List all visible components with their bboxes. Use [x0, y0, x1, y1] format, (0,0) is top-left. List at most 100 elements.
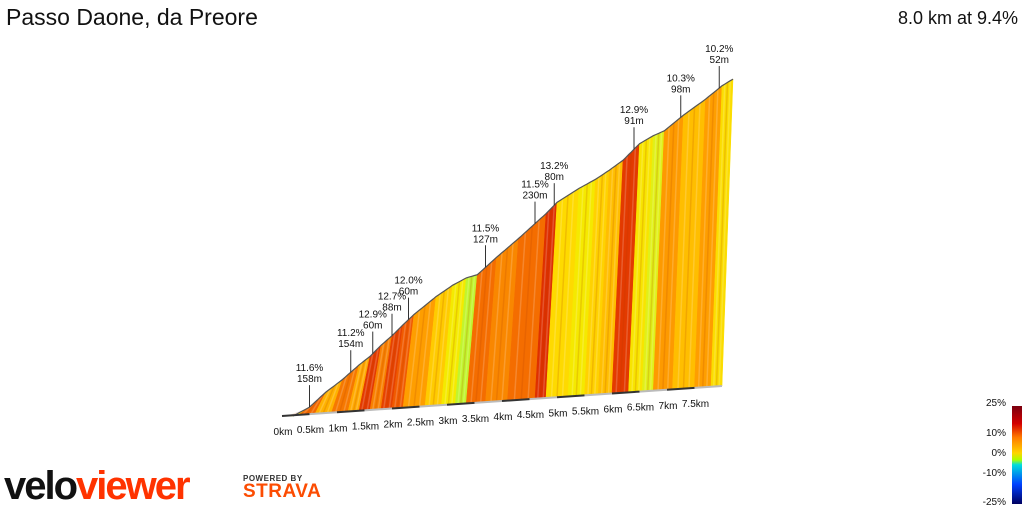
- profile-base: [281, 385, 723, 417]
- segment-stripe: [607, 162, 621, 394]
- distance-tick-label: 1km: [329, 423, 348, 434]
- segment-stripe: [571, 186, 584, 397]
- annotation-gradient: 11.5%: [521, 180, 549, 191]
- chart-title: Passo Daone, da Preore: [6, 4, 258, 30]
- gradient-segments: [281, 78, 734, 417]
- segment-stripe: [334, 375, 348, 413]
- powered-by-text: POWERED BY: [243, 474, 303, 483]
- segment-stripe: [649, 132, 663, 391]
- segment-stripe: [428, 293, 441, 407]
- segment-stripe: [501, 243, 514, 402]
- segment-stripe: [322, 385, 335, 414]
- distance-tick-label: 3.5km: [462, 414, 489, 425]
- distance-tick-label: 3km: [439, 416, 458, 427]
- segment-stripe: [352, 360, 366, 412]
- strava-text: STRAVA: [243, 481, 322, 502]
- annotation-length: 158m: [297, 374, 322, 385]
- annotation-length: 80m: [545, 172, 564, 183]
- segment-stripe: [718, 80, 731, 387]
- base-line-segment: [281, 413, 310, 417]
- segment-stripe: [634, 139, 648, 392]
- profile-outline: [292, 78, 734, 417]
- distance-tick-label: 6.5km: [627, 403, 654, 414]
- segment-stripe: [339, 372, 352, 413]
- base-line-segment: [364, 407, 393, 412]
- segment-stripe: [383, 332, 396, 410]
- legend-label: 0%: [991, 448, 1006, 459]
- segment-stripe: [361, 353, 374, 411]
- segment-stripe: [457, 277, 470, 405]
- annotation-length: 91m: [624, 116, 643, 127]
- annotation-gradient: 10.2%: [705, 44, 733, 55]
- segment-stripe: [444, 283, 457, 405]
- annotation-gradient: 11.6%: [296, 363, 324, 374]
- logo-text-velo: velo: [4, 464, 78, 508]
- base-line-segment: [556, 394, 585, 399]
- segment-stripe: [631, 141, 644, 393]
- segment-stripe: [413, 305, 426, 408]
- segment-stripe: [495, 247, 509, 402]
- segment-stripe: [619, 151, 632, 393]
- segment-stripe: [513, 232, 527, 401]
- segment-stripe: [590, 174, 604, 395]
- segment-stripe: [579, 181, 593, 396]
- logo-text-viewer: viewer: [76, 464, 191, 508]
- segment-stripe: [600, 167, 614, 395]
- segment-stripe: [587, 177, 600, 396]
- segment-stripe: [460, 276, 473, 404]
- annotation-length: 98m: [671, 84, 690, 95]
- annotation-length: 60m: [363, 321, 382, 332]
- segment-stripe: [537, 210, 550, 399]
- segment-stripe: [470, 270, 483, 404]
- distance-tick-label: 2km: [384, 420, 403, 431]
- base-line-segment: [419, 403, 448, 408]
- segment-stripe: [666, 118, 680, 390]
- segment-stripe: [418, 301, 432, 407]
- segment-stripe: [657, 126, 670, 391]
- segment-stripe: [310, 395, 323, 415]
- annotation-gradient: 12.9%: [620, 105, 648, 116]
- annotation-length: 230m: [522, 191, 547, 202]
- segment-stripe: [697, 95, 711, 388]
- segment-stripe: [350, 362, 363, 412]
- segment-stripe: [343, 368, 356, 412]
- annotation-gradient: 12.7%: [378, 292, 406, 303]
- segment-stripe: [475, 265, 488, 403]
- segment-stripe: [394, 322, 407, 409]
- veloviewer-logo[interactable]: veloviewer: [4, 464, 191, 510]
- base-line-segment: [666, 386, 695, 391]
- base-line-segment: [309, 411, 338, 416]
- segment-stripe: [399, 316, 412, 409]
- annotation-gradient: 11.2%: [337, 328, 365, 339]
- segment-stripe: [688, 103, 701, 389]
- segment-stripe: [604, 165, 617, 395]
- segment-stripe: [447, 281, 461, 405]
- distance-tick-label: 7km: [659, 401, 678, 412]
- segment-stripe: [462, 275, 476, 404]
- distance-tick-label: 5km: [549, 408, 568, 419]
- segment-stripe: [682, 107, 696, 389]
- segment-stripe: [479, 261, 493, 403]
- segment-stripe: [561, 191, 575, 397]
- segment-stripe: [550, 198, 564, 398]
- segment-stripe: [374, 340, 388, 410]
- segment-stripe: [326, 382, 340, 414]
- segment-stripe: [388, 327, 401, 409]
- segment-stripe: [713, 84, 726, 387]
- segment-stripe: [623, 147, 637, 393]
- distance-tick-label: 5.5km: [572, 406, 599, 417]
- segment-stripe: [615, 156, 628, 394]
- climb-summary: 8.0 km at 9.4%: [897, 8, 1018, 28]
- distance-tick-label: 2.5km: [407, 418, 434, 429]
- segment-stripe: [490, 252, 503, 402]
- segment-stripe: [594, 172, 607, 395]
- distance-tick-label: 4km: [494, 412, 513, 423]
- annotation-gradient: 11.5%: [472, 223, 500, 234]
- strava-logo[interactable]: POWERED BY STRAVA: [243, 474, 321, 503]
- legend-label: -10%: [982, 468, 1006, 479]
- elevation-profile-chart: 0km 0.5km 1km 1.5km 2km 2.5km 3km 3.5km 4km 4.5km…: [274, 44, 734, 438]
- segment-stripe: [542, 205, 555, 399]
- segment-stripe: [677, 111, 690, 390]
- distance-tick-label: 0km: [274, 427, 293, 438]
- gradient-color-scale: [1012, 406, 1022, 504]
